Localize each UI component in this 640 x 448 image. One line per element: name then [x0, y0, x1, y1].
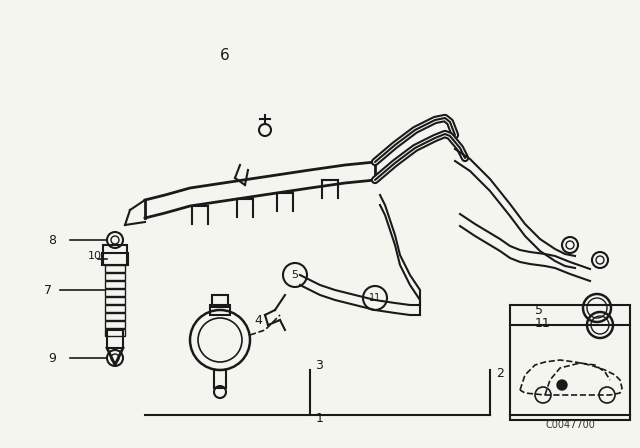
Text: 4: 4: [254, 314, 262, 327]
Bar: [102, 253, 128, 265]
Text: 3: 3: [315, 358, 323, 371]
Bar: [210, 305, 230, 315]
Bar: [105, 329, 125, 336]
Text: 11: 11: [369, 293, 381, 303]
Bar: [105, 305, 125, 312]
Bar: [510, 305, 630, 420]
Bar: [107, 330, 123, 348]
Text: 9: 9: [48, 352, 56, 365]
Circle shape: [557, 380, 567, 390]
Bar: [105, 289, 125, 296]
Bar: [105, 313, 125, 320]
Text: C0047700: C0047700: [545, 420, 595, 430]
Bar: [214, 370, 226, 388]
Bar: [105, 321, 125, 328]
Text: 5: 5: [291, 270, 298, 280]
Text: 7: 7: [44, 284, 52, 297]
Bar: [105, 273, 125, 280]
Text: 5: 5: [535, 303, 543, 316]
Text: 6: 6: [220, 47, 230, 63]
Text: 11: 11: [535, 316, 551, 329]
Text: 10: 10: [88, 251, 102, 261]
Text: 8: 8: [48, 233, 56, 246]
Text: 1: 1: [316, 412, 324, 425]
Bar: [105, 297, 125, 304]
Bar: [105, 281, 125, 288]
Bar: [105, 265, 125, 272]
Bar: [103, 245, 127, 265]
Text: 2: 2: [496, 366, 504, 379]
Bar: [212, 295, 228, 307]
